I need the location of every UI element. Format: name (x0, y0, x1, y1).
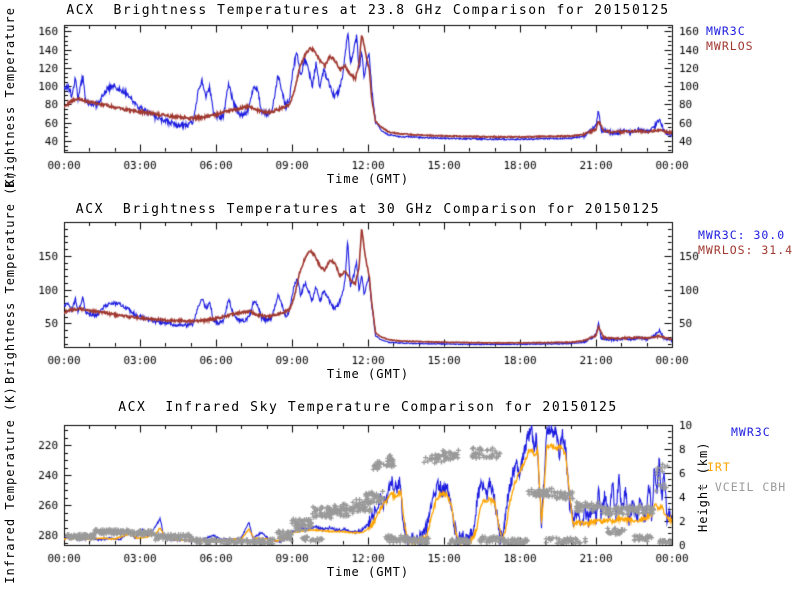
panel2-legend-mwrlos: MWRLOS: 31.4 (698, 243, 794, 257)
panel3-xaxis-label: Time (GMT) (326, 565, 410, 579)
panel1-xaxis-label: Time (GMT) (326, 172, 410, 186)
panel1-yaxis-label: Brightness Temperature (K) (3, 0, 17, 188)
panel2-xaxis-label: Time (GMT) (326, 367, 410, 381)
panel3-yaxis-label: Infrared Temperature (K) (3, 386, 17, 584)
panel1-legend-mwrlos: MWRLOS (706, 39, 754, 53)
panel3-legend-vceil-cbh: + VCEIL CBH (699, 480, 787, 494)
panel1-legend-mwr3c: MWR3C (706, 24, 746, 38)
panel3-legend-mwr3c: MWR3C (731, 425, 771, 439)
panel3-title: ACX Infrared Sky Temperature Comparison … (118, 400, 618, 415)
panel3-legend-irt: IRT (707, 460, 731, 474)
panel1-title: ACX Brightness Temperatures at 23.8 GHz … (66, 3, 670, 18)
panel2-title: ACX Brightness Temperatures at 30 GHz Co… (75, 202, 661, 217)
panel2-yaxis-label: Brightness Temperature (K) (3, 170, 17, 384)
panel2-legend-mwr3c: MWR3C: 30.0 (698, 228, 786, 242)
